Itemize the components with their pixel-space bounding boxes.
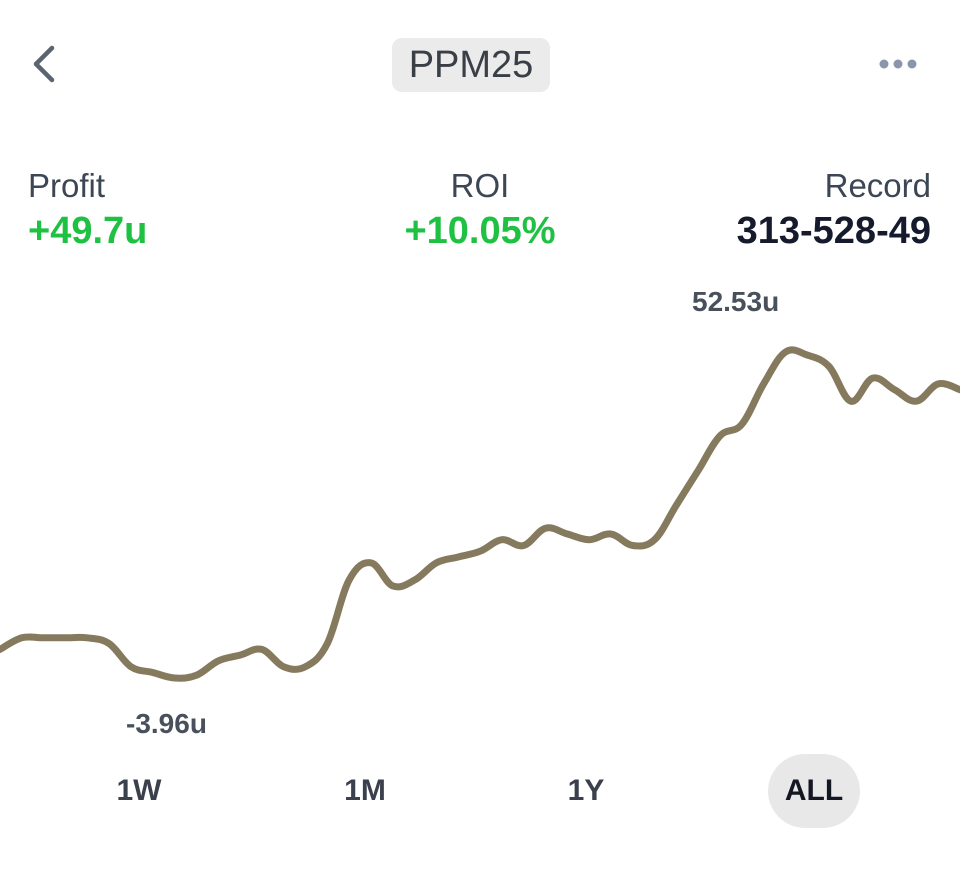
range-tab-1m[interactable]: 1M [319,754,411,828]
more-options-button[interactable] [870,46,926,86]
range-tab-1w[interactable]: 1W [93,754,185,828]
profit-label: Profit [28,167,106,204]
back-button[interactable] [22,40,66,92]
roi-value: +10.05% [404,210,556,252]
profit-stat: Profit +49.7u [28,166,147,254]
roi-stat: ROI +10.05% [380,166,580,254]
range-tab-all[interactable]: ALL [768,754,860,828]
roi-label: ROI [450,167,510,204]
record-stat: Record 313-528-49 [737,166,931,254]
page-title: PPM25 [392,38,550,92]
page-title-text: PPM25 [408,43,534,86]
chevron-left-icon [30,44,58,89]
profit-value: +49.7u [28,210,148,252]
range-tab-label: ALL [784,774,844,807]
range-tab-label: 1Y [567,774,605,807]
range-tabs: 1W 1M 1Y ALL [0,754,960,828]
profit-series-line [0,346,960,682]
chart-min-label: -3.96u [126,708,207,739]
record-value: 313-528-49 [736,210,931,252]
range-tab-label: 1M [344,774,386,807]
ellipsis-horizontal-icon [878,57,918,75]
record-label: Record [824,167,931,204]
range-tab-1y[interactable]: 1Y [540,754,632,828]
range-tab-label: 1W [116,774,162,807]
chart-max-label: 52.53u [692,286,780,317]
profit-chart[interactable] [0,280,960,750]
